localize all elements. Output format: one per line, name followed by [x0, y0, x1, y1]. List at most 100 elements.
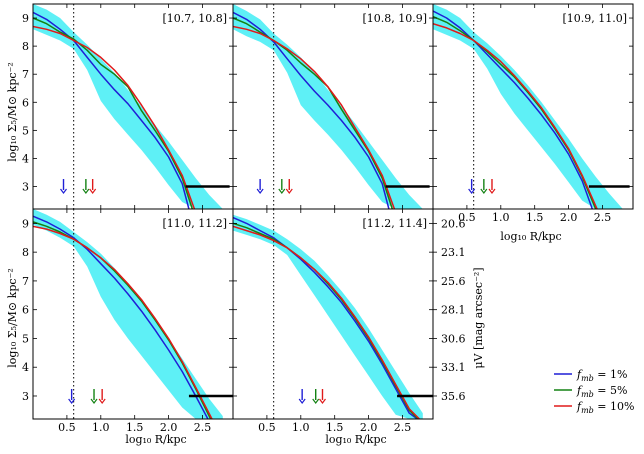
y-tick-label: 6	[22, 96, 29, 109]
y-tick-label: 4	[22, 152, 29, 165]
mu-v-axis-label: μV [mag arcsec⁻²]	[472, 267, 485, 368]
arrow-head	[312, 398, 320, 404]
legend-label: fmb = 1%	[576, 368, 627, 383]
y-tick-label: 7	[22, 68, 29, 81]
mu-v-tick-label: 23.1	[441, 246, 466, 259]
mu-v-tick-label: 33.1	[441, 361, 466, 374]
x-tick-label: 0.5	[458, 211, 476, 224]
y-tick-label: 4	[22, 361, 29, 374]
mu-v-axis: 20.6 23.1 25.6 28.1 30.6 33.1 35.6	[432, 209, 466, 419]
mu-v-tick-label: 25.6	[441, 275, 466, 288]
arrow-head	[89, 188, 97, 194]
series-line-1pct	[433, 10, 594, 209]
x-tick-label: 1.5	[126, 421, 144, 434]
arrow-blue	[68, 389, 76, 404]
panel-mass-bin-label: [10.9, 11.0]	[562, 12, 627, 25]
x-tick-label: 2.5	[194, 421, 212, 434]
x-tick-label: 0.5	[258, 421, 276, 434]
mu-v-tick-label: 35.6	[441, 390, 466, 403]
mu-v-tick-label: 30.6	[441, 332, 466, 345]
y-tick-label: 7	[22, 275, 29, 288]
series-line-10pct	[33, 225, 213, 419]
series-line-1pct	[233, 216, 418, 419]
x-tick-label: 2.5	[594, 211, 612, 224]
panel-mass-bin-label: [11.2, 11.4]	[362, 217, 427, 230]
legend-label: fmb = 5%	[576, 384, 627, 399]
mu-v-tick-label: 20.6	[441, 217, 466, 230]
arrow-red	[285, 179, 293, 194]
x-tick-label: 1.5	[526, 211, 544, 224]
x-axis-label-bottom-left: log₁₀ R/kpc	[125, 433, 186, 446]
arrow-blue	[256, 179, 264, 194]
scatter-band	[233, 4, 423, 209]
scatter-band	[33, 4, 223, 209]
scatter-band	[233, 214, 423, 419]
arrow-head	[82, 188, 90, 194]
x-axis-label-top-right: log₁₀ R/kpc	[500, 230, 561, 243]
arrow-head	[488, 188, 496, 194]
arrow-green	[90, 389, 98, 404]
panel-plot-area	[433, 4, 630, 209]
arrow-green	[82, 179, 90, 194]
arrow-head	[278, 188, 286, 194]
panel-mass-bin-label: [11.0, 11.2]	[162, 217, 227, 230]
y-tick-label: 9	[22, 12, 29, 25]
panel-mass-bin-label: [10.8, 10.9]	[362, 12, 427, 25]
arrow-blue	[468, 179, 476, 194]
y-tick-label: 6	[22, 304, 29, 317]
mu-v-tick-label: 28.1	[441, 304, 466, 317]
y-tick-label: 9	[22, 217, 29, 230]
series-line-10pct	[233, 225, 420, 419]
x-tick-label: 2.0	[160, 421, 178, 434]
arrow-green	[278, 179, 286, 194]
panel-plot-area	[33, 4, 230, 209]
x-tick-label: 1.0	[492, 211, 510, 224]
arrow-head	[98, 398, 106, 404]
legend: fmb = 1%fmb = 5%fmb = 10%	[548, 362, 634, 415]
panel-mass-bin-label: [10.7, 10.8]	[162, 12, 227, 25]
series-line-10pct	[233, 25, 396, 209]
panel-frame	[432, 3, 634, 210]
scatter-band	[433, 4, 623, 209]
x-tick-label: 2.0	[560, 211, 578, 224]
arrow-head	[298, 398, 306, 404]
panels-layer: 3 4 5 6 7 8 9 [10.7, 10.8] [10.8, 10.9] 0.5 1.0 1.5…	[22, 3, 634, 434]
arrow-red	[98, 389, 106, 404]
y-axis-label-bottom: log₁₀ Σ₅/M⊙ kpc⁻²	[6, 268, 19, 367]
x-tick-label: 0.5	[58, 421, 76, 434]
panel-5: 0.5 1.0 1.5 2.0 2.5 [11.2, 11.4]	[232, 208, 434, 434]
panel-3: 0.5 1.0 1.5 2.0 2.5 [10.9, 11.0]	[432, 3, 634, 224]
series-line-10pct	[33, 25, 196, 209]
y-tick-label: 3	[22, 181, 29, 194]
legend-item-1pct: fmb = 1%	[554, 368, 627, 383]
arrow-head	[90, 398, 98, 404]
y-tick-label: 8	[22, 246, 29, 259]
arrow-blue	[60, 179, 67, 194]
arrow-head	[256, 188, 264, 194]
panel-plot-area	[233, 4, 430, 209]
series-line-1pct	[33, 215, 209, 419]
y-tick-label: 3	[22, 390, 29, 403]
arrow-head	[285, 188, 293, 194]
arrow-head	[468, 188, 476, 194]
y-tick-label: 5	[22, 332, 29, 345]
arrow-red	[319, 389, 326, 404]
arrow-green	[312, 389, 320, 404]
x-tick-label: 2.0	[360, 421, 378, 434]
panel-1: 3 4 5 6 7 8 9 [10.7, 10.8]	[22, 3, 234, 210]
y-tick-label: 5	[22, 124, 29, 137]
panel-plot-area	[33, 209, 233, 419]
scatter-band	[33, 209, 223, 419]
arrow-red	[488, 179, 496, 194]
y-axis-label-top: log₁₀ Σ₅/M⊙ kpc⁻²	[6, 62, 19, 161]
arrow-head	[319, 398, 326, 404]
y-tick-label: 8	[22, 40, 29, 53]
arrow-head	[68, 398, 76, 404]
legend-label: fmb = 10%	[576, 400, 634, 415]
panel-plot-area	[233, 209, 433, 419]
series-line-1pct	[233, 11, 390, 209]
arrow-red	[89, 179, 97, 194]
series-line-10pct	[433, 22, 598, 209]
panel-4: 0.5 1.0 1.5 2.0 2.5 3 4 5 6 7 8 9 [11.0, 11.2]	[22, 208, 234, 434]
